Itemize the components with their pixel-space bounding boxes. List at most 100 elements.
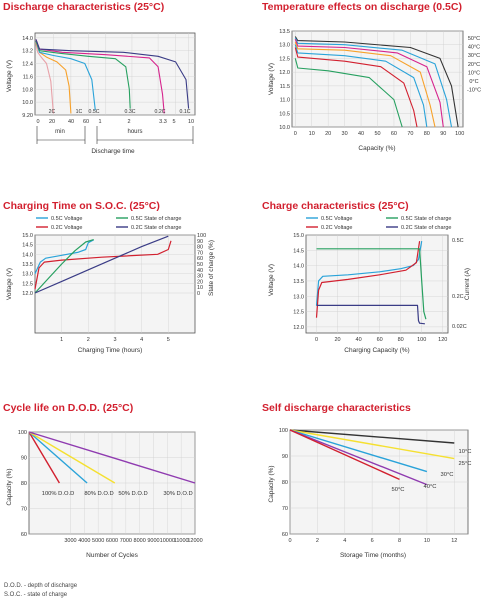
cycle-life-y-label: Capacity (%) — [6, 468, 13, 505]
discharge-curve-label: 0.1C — [180, 109, 191, 115]
temperature-x-tick: 100 — [455, 131, 464, 137]
cycle-life-x-tick: 7000 — [120, 538, 132, 544]
charge-legend-0.2C State of charge: 0.2C State of charge — [401, 225, 451, 231]
temperature-legend-50°C: 50°C — [468, 36, 480, 42]
self-discharge-y-tick: 100 — [279, 428, 288, 434]
charging-time-y2-label: State of charge (%) — [208, 240, 215, 296]
self-discharge-series-40°C — [289, 429, 428, 486]
self-discharge-label-50°C: 50°C — [392, 487, 405, 493]
temperature-y-tick: 10.0 — [279, 125, 290, 131]
temperature-y-tick: 10.5 — [279, 111, 290, 117]
charging-time-series-0.5C Voltage — [34, 239, 94, 274]
discharge-y-tick: 12.4 — [22, 62, 33, 68]
self-discharge-label-25°C: 25°C — [459, 461, 472, 467]
self-discharge-y-tick: 80 — [282, 480, 288, 486]
temperature-series-50°C — [294, 36, 459, 128]
charging-time-y2-tick: 70 — [197, 250, 203, 256]
charge-x-label: Charging Capacity (%) — [344, 347, 409, 354]
self-discharge-y-tick: 70 — [282, 506, 288, 512]
discharge-series-0.3C — [35, 40, 131, 109]
temperature-x-tick: 40 — [358, 131, 364, 137]
self-discharge-x-label: Storage Time (months) — [340, 552, 406, 559]
charging-time-y2-tick: 60 — [197, 256, 203, 262]
charge-characteristics-plot-area — [305, 234, 449, 334]
cycle-life-series-50% D.O.D — [28, 431, 116, 484]
discharge-x-tick: 5 — [172, 119, 175, 125]
charging-time-legend-0.5C State of charge: 0.5C State of charge — [131, 216, 181, 222]
cycle-life-y-tick: 60 — [21, 532, 27, 538]
charge-x-tick: 120 — [438, 337, 447, 343]
charge-y-tick: 13.0 — [293, 294, 304, 300]
temperature-legend--10°C: -10°C — [467, 88, 481, 94]
cycle-life-x-tick: 5000 — [92, 538, 104, 544]
charge-series-0.2C Voltage — [315, 241, 421, 318]
charging-time-y2-tick: 80 — [197, 245, 203, 251]
temperature-x-tick: 20 — [325, 131, 331, 137]
charge-legend-0.2C Voltage: 0.2C Voltage — [321, 225, 353, 231]
self-discharge-x-tick: 8 — [398, 538, 401, 544]
discharge-x-tick: 1 — [98, 119, 101, 125]
discharge-series-2C — [35, 44, 54, 114]
charge-x-tick: 60 — [377, 337, 383, 343]
charge-y2-tick: 0.2C — [452, 294, 464, 300]
charge-y-tick: 14.5 — [293, 248, 304, 254]
cycle-life-x-tick: 10000 — [160, 538, 175, 544]
charging-time-y2-tick: 20 — [197, 279, 203, 285]
discharge-y-label: Voltage (V) — [6, 60, 13, 92]
temperature-legend-40°C: 40°C — [468, 45, 480, 51]
discharge-x-tick: 40 — [68, 119, 74, 125]
discharge-x-tick: 2 — [127, 119, 130, 125]
charge-y-tick: 14.0 — [293, 264, 304, 270]
temperature-legend-30°C: 30°C — [468, 53, 480, 59]
discharge-curve-label: 2C — [49, 109, 56, 115]
charging-time-x-label: Charging Time (hours) — [78, 347, 143, 354]
cycle-life-y-tick: 70 — [21, 507, 27, 513]
discharge-x-tick: 20 — [49, 119, 55, 125]
charge-y-tick: 12.5 — [293, 310, 304, 316]
charge-y-tick: 15.0 — [293, 233, 304, 239]
discharge-curve-label: 0.5C — [89, 109, 100, 115]
self-discharge-label-40°C: 40°C — [424, 484, 437, 490]
temperature-y-tick: 12.0 — [279, 70, 290, 76]
temperature-x-tick: 30 — [342, 131, 348, 137]
cycle-life-x-tick: 11000 — [174, 538, 189, 544]
temperature-title: Temperature effects on discharge (0.5C) — [262, 1, 462, 13]
self-discharge-label-10°C: 10°C — [459, 449, 472, 455]
cycle-life-label-100% D.O.D: 100% D.O.D — [42, 491, 75, 497]
charge-y2-label: Current (A) — [464, 268, 471, 300]
discharge-x-tick: 3.3 — [159, 119, 167, 125]
discharge-x-label: Discharge time — [91, 148, 135, 155]
discharge-x-tick: 60 — [83, 119, 89, 125]
self-discharge-series-50°C — [289, 429, 400, 481]
cycle-life-label-80% D.O.D: 80% D.O.D — [84, 491, 113, 497]
charging-time-y2-tick: 50 — [197, 262, 203, 268]
charge-legend-0.5C Voltage: 0.5C Voltage — [321, 216, 353, 222]
charging-time-y2-tick: 0 — [197, 291, 200, 297]
discharge-curve-label: 0.2C — [155, 109, 166, 115]
discharge-series-0.5C — [35, 40, 96, 111]
charging-time-y2-tick: 40 — [197, 268, 203, 274]
temperature-x-tick: 0 — [294, 131, 297, 137]
temperature-legend-0°C: 0°C — [469, 79, 478, 85]
temperature-series-30°C — [294, 39, 444, 128]
temperature-series--10°C — [294, 58, 403, 128]
charging-time-y-tick: 12.0 — [22, 291, 33, 297]
cycle-life-title: Cycle life on D.O.D. (25°C) — [3, 402, 134, 414]
cycle-life-label-50% D.O.D: 50% D.O.D — [118, 491, 147, 497]
charge-series-0.5C State of charge — [316, 248, 427, 320]
self-discharge-series-25°C — [289, 429, 455, 460]
temperature-legend-10°C: 10°C — [468, 70, 480, 76]
temperature-x-tick: 70 — [407, 131, 413, 137]
charging-time-y2-tick: 90 — [197, 239, 203, 245]
discharge-y-tick: 14.0 — [22, 36, 33, 42]
cycle-life-series-100% D.O.D — [28, 431, 61, 484]
temperature-series-40°C — [294, 37, 453, 128]
cycle-life-series-30% D.O.D — [28, 431, 196, 484]
charging-time-y2-tick: 100 — [197, 233, 206, 239]
charge-series-0.2C State of charge — [316, 304, 425, 325]
discharge-plot-area — [34, 32, 196, 116]
self-discharge-label-30°C: 30°C — [441, 472, 454, 478]
discharge-y-tick: 13.2 — [22, 49, 33, 55]
temperature-y-tick: 13.0 — [279, 43, 290, 49]
temperature-series-0°C — [294, 47, 418, 128]
